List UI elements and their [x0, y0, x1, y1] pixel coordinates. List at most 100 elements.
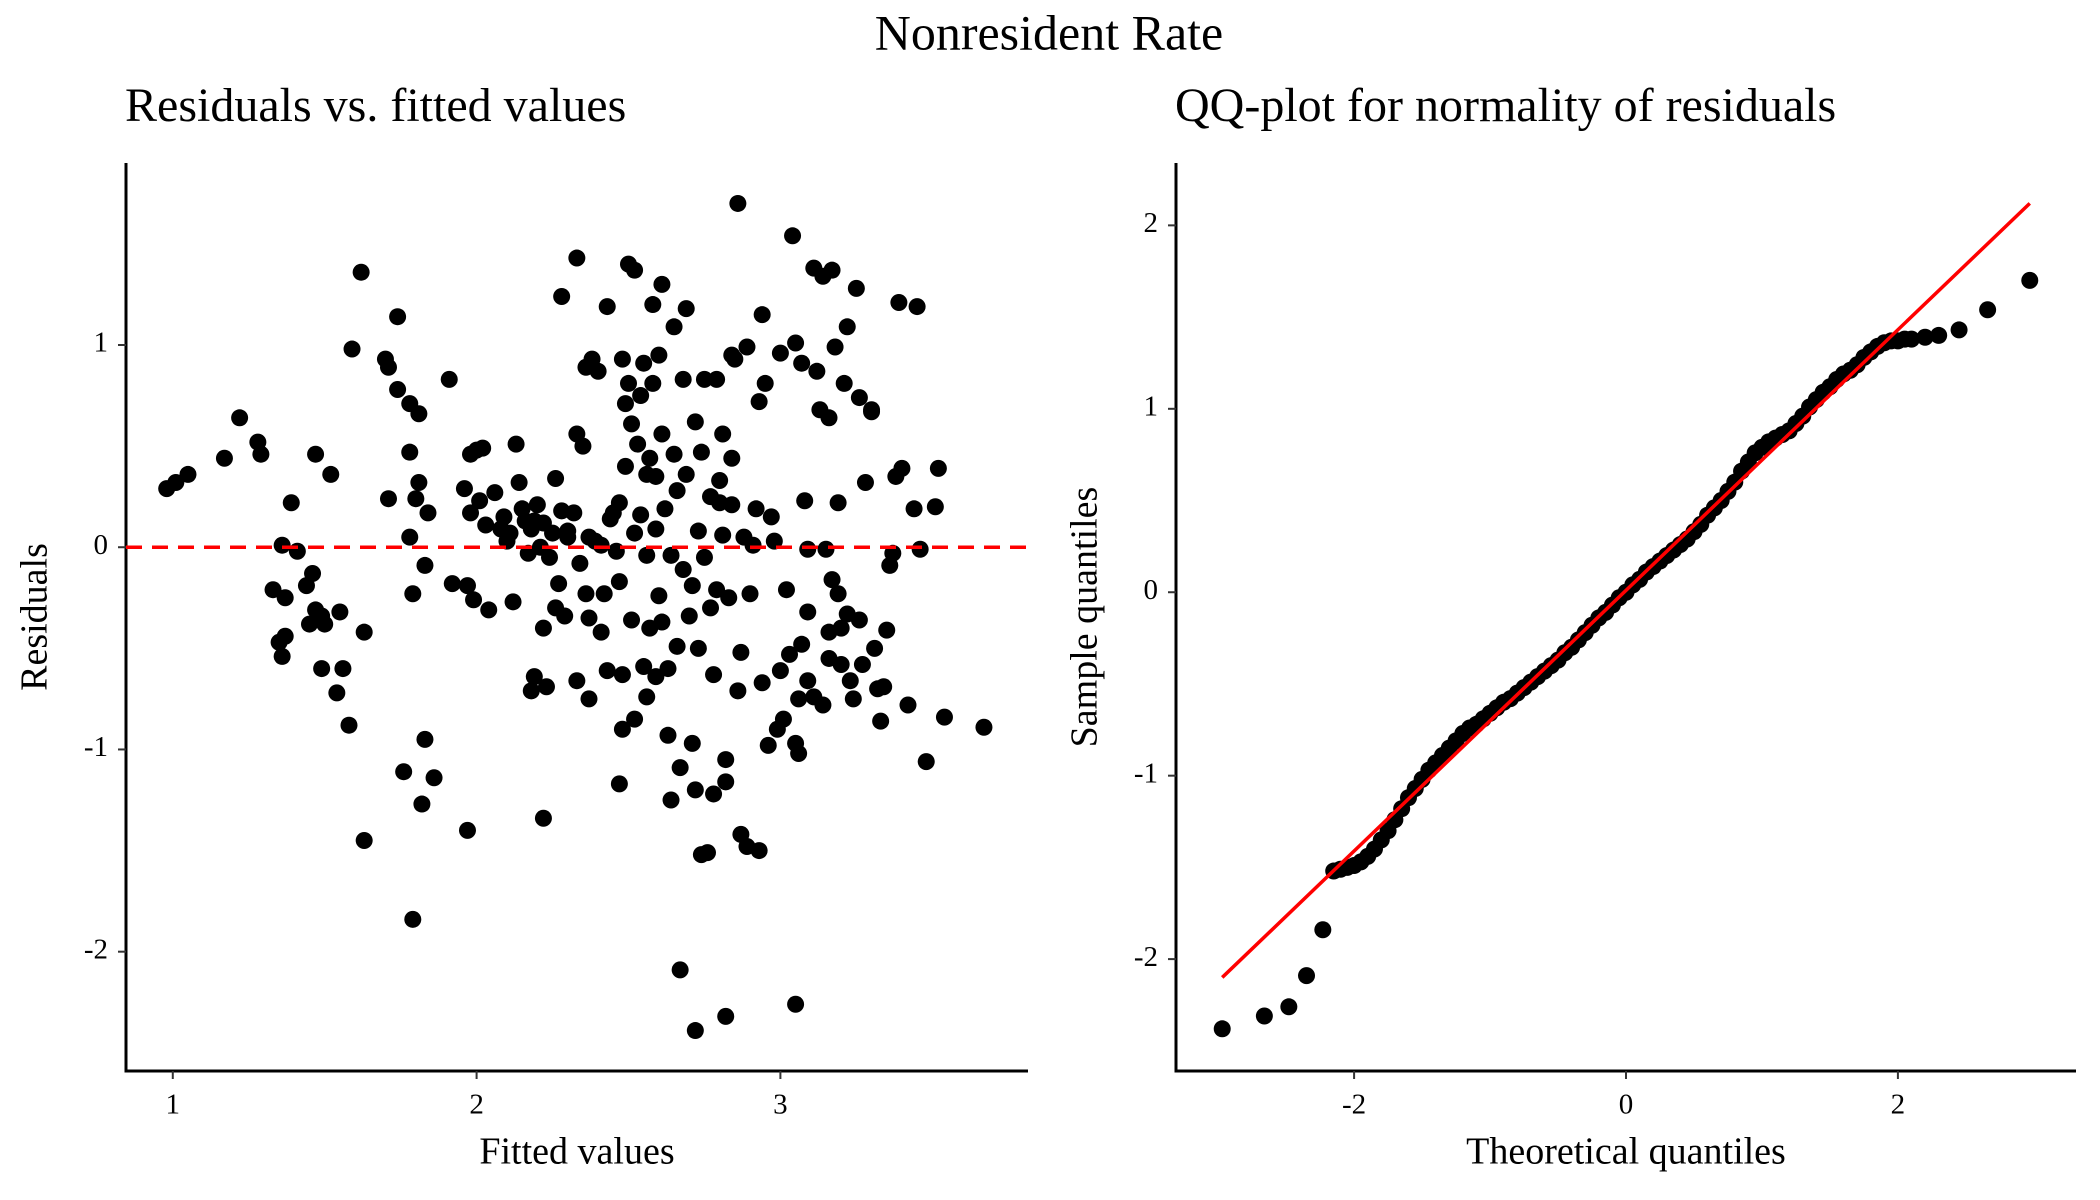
point — [905, 500, 923, 518]
point — [671, 759, 689, 777]
point — [750, 393, 768, 411]
point — [474, 439, 492, 457]
point — [632, 387, 650, 405]
point — [1314, 921, 1332, 939]
point — [935, 708, 953, 726]
y-tick-label: 0 — [94, 529, 109, 561]
x-tick-label: 0 — [1619, 1089, 1634, 1121]
point — [577, 585, 595, 603]
point — [668, 482, 686, 500]
point — [568, 249, 586, 267]
point — [662, 546, 680, 564]
point — [528, 496, 546, 514]
point — [875, 678, 893, 696]
point — [537, 678, 555, 696]
point — [331, 603, 349, 621]
point — [389, 380, 407, 398]
panel: Residuals vs. fitted values Fitted values… — [14, 79, 1028, 1173]
point — [1298, 967, 1316, 985]
point — [665, 445, 683, 463]
point — [179, 465, 197, 483]
point — [352, 263, 370, 281]
point — [647, 520, 665, 538]
point — [379, 490, 397, 508]
point — [844, 690, 862, 708]
point — [1213, 1020, 1231, 1038]
point — [759, 736, 777, 754]
point — [389, 308, 407, 326]
panel-title: Residuals vs. fitted values — [125, 79, 626, 132]
point — [689, 639, 707, 657]
point — [231, 409, 249, 427]
point — [534, 809, 552, 827]
point — [276, 589, 294, 607]
point — [480, 601, 498, 619]
point — [589, 362, 607, 380]
point — [732, 643, 750, 661]
point — [668, 637, 686, 655]
point — [638, 688, 656, 706]
point — [890, 294, 908, 312]
point — [416, 556, 434, 574]
point — [1950, 321, 1968, 339]
point — [856, 474, 874, 492]
point — [522, 682, 540, 700]
point — [355, 831, 373, 849]
point — [677, 465, 695, 483]
y-tick-label: 0 — [1144, 574, 1159, 606]
point — [501, 524, 519, 542]
point — [407, 490, 425, 508]
point — [559, 522, 577, 540]
point — [832, 619, 850, 637]
point — [401, 528, 419, 546]
point — [850, 389, 868, 407]
point — [629, 435, 647, 453]
point — [273, 536, 291, 554]
point — [504, 593, 522, 611]
point — [635, 354, 653, 372]
point — [410, 474, 428, 492]
point — [443, 575, 461, 593]
point — [756, 374, 774, 392]
point — [580, 609, 598, 627]
y-tick-label: -1 — [1134, 757, 1158, 789]
point — [613, 720, 631, 738]
point — [717, 773, 735, 791]
point — [777, 581, 795, 599]
point — [416, 730, 434, 748]
point — [698, 844, 716, 862]
point — [252, 445, 270, 463]
point — [899, 696, 917, 714]
point — [553, 287, 571, 305]
y-tick-label: -2 — [84, 933, 108, 965]
point — [741, 585, 759, 603]
point — [711, 471, 729, 489]
point — [322, 465, 340, 483]
point — [796, 492, 814, 510]
point — [282, 494, 300, 512]
point — [765, 532, 783, 550]
point — [465, 591, 483, 609]
point — [1979, 301, 1997, 319]
point — [677, 300, 695, 318]
point — [926, 498, 944, 516]
point — [486, 484, 504, 502]
point — [717, 751, 735, 769]
x-tick-label: 3 — [773, 1089, 788, 1121]
point — [929, 459, 947, 477]
point — [623, 611, 641, 629]
x-axis-label: Theoretical quantiles — [1466, 1131, 1786, 1173]
point — [316, 615, 334, 633]
point — [705, 785, 723, 803]
point — [355, 623, 373, 641]
point — [647, 668, 665, 686]
point — [793, 354, 811, 372]
point — [781, 645, 799, 663]
point — [689, 522, 707, 540]
point — [1255, 1007, 1273, 1025]
point — [674, 560, 692, 578]
point — [853, 656, 871, 674]
point — [510, 474, 528, 492]
point — [2021, 271, 2039, 289]
point — [680, 607, 698, 625]
